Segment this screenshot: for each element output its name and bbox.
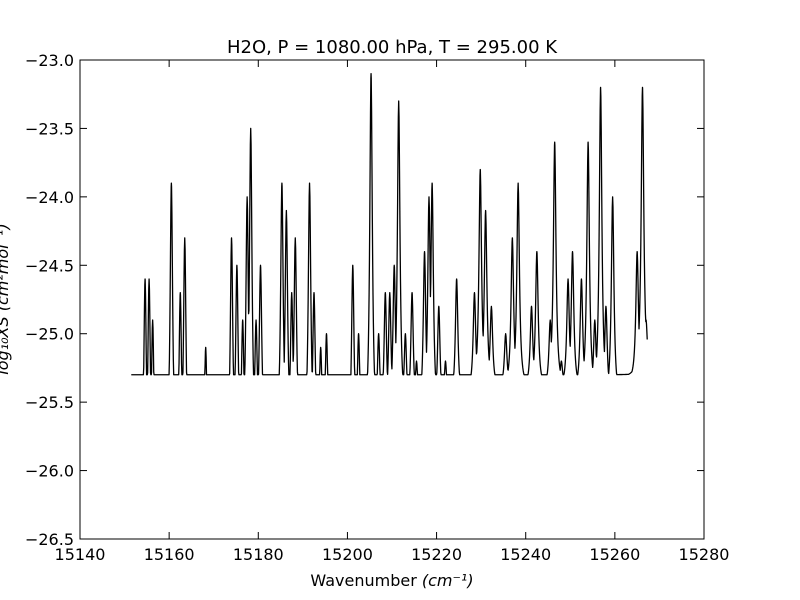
- x-tick-label: 15140: [55, 545, 106, 564]
- x-tick-label: 15160: [144, 545, 195, 564]
- x-tick-label: 15200: [322, 545, 373, 564]
- chart-title: H2O, P = 1080.00 hPa, T = 295.00 K: [227, 37, 558, 58]
- plot-area: [80, 60, 704, 539]
- y-tick-label: −26.0: [25, 462, 74, 481]
- y-axis-label: log₁₀XS (cm²mol⁻¹): [0, 223, 12, 374]
- x-axis-label: Wavenumber (cm⁻¹): [310, 571, 473, 590]
- y-tick-label: −23.0: [25, 51, 74, 70]
- y-tick-label: −23.5: [25, 119, 74, 138]
- x-tick-label: 15220: [411, 545, 462, 564]
- y-tick-label: −25.0: [25, 325, 74, 344]
- spectrum-line: [130, 73, 648, 376]
- y-tick-label: −24.0: [25, 188, 74, 207]
- x-tick-labels: 15140 15160 15180 15200 15220 15240 15260 15280: [55, 545, 730, 564]
- y-tick-label: −26.5: [25, 530, 74, 549]
- x-axis-label-text: Wavenumber: [310, 571, 417, 590]
- y-tick-label: −24.5: [25, 256, 74, 275]
- x-tick-label: 15280: [679, 545, 730, 564]
- plot-frame: [79, 59, 705, 540]
- x-tick-label: 15260: [589, 545, 640, 564]
- y-tick-label: −25.5: [25, 393, 74, 412]
- x-axis-label-unit: (cm⁻¹): [422, 571, 474, 590]
- x-tick-label: 15180: [233, 545, 284, 564]
- x-tick-label: 15240: [500, 545, 551, 564]
- y-tick-labels: −23.0 −23.5 −24.0 −24.5 −25.0 −25.5 −26.0 −26.5: [25, 51, 74, 549]
